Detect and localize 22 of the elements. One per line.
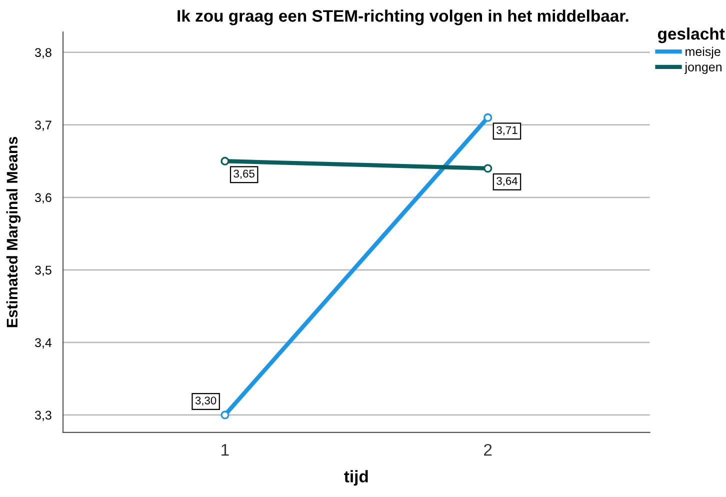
point bbox=[220, 410, 230, 420]
y-axis-title: Estimated Marginal Means bbox=[6, 136, 21, 328]
y-tick-label: 3,8 bbox=[35, 48, 52, 58]
y-tick-label: 3,4 bbox=[35, 338, 52, 349]
data-label: 3,30 bbox=[195, 396, 216, 406]
x-tick-label: 2 bbox=[484, 444, 492, 456]
x-tick-label: 1 bbox=[222, 444, 229, 456]
point bbox=[220, 156, 230, 166]
x-axis-title: tijd bbox=[344, 470, 368, 486]
y-tick-label: 3,7 bbox=[35, 120, 52, 131]
legend-title: geslacht bbox=[658, 27, 725, 44]
point bbox=[484, 164, 492, 173]
point bbox=[484, 113, 492, 122]
legend-label: jongen bbox=[684, 62, 722, 74]
y-tick-label: 3,3 bbox=[35, 410, 52, 422]
chart-title: Ik zou graag een STEM-richting volgen in het middelbaar. bbox=[178, 10, 628, 26]
data-label: 3,64 bbox=[496, 176, 518, 186]
legend-label: meisje bbox=[686, 46, 720, 59]
y-tick-label: 3,6 bbox=[35, 193, 52, 204]
y-tick-label: 3,5 bbox=[35, 266, 52, 276]
data-label: 3,65 bbox=[234, 170, 254, 179]
data-label: 3,71 bbox=[496, 126, 518, 136]
